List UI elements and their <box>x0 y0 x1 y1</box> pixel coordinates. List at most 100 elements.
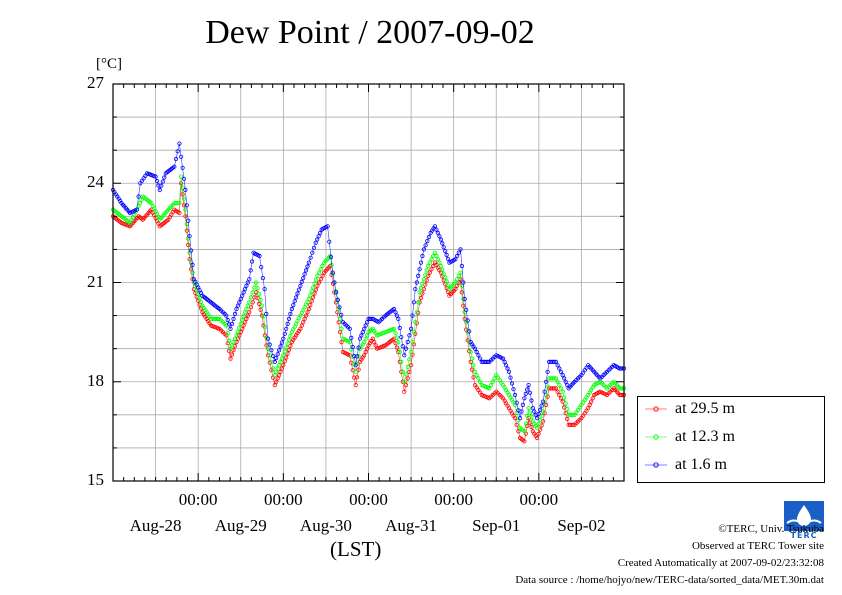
legend-entry-12-3m: at 12.3 m <box>644 428 735 450</box>
data-point <box>617 366 622 371</box>
data-point <box>407 357 412 362</box>
data-point <box>471 375 476 380</box>
data-point <box>512 415 518 421</box>
data-point <box>184 228 189 233</box>
data-point <box>308 302 313 308</box>
data-point <box>231 316 236 321</box>
data-point <box>469 367 475 372</box>
series-2 <box>110 174 627 434</box>
data-point <box>301 275 306 281</box>
data-point <box>435 257 440 262</box>
data-point <box>265 346 271 351</box>
data-point <box>179 174 184 179</box>
data-point <box>503 363 509 368</box>
y-tick-label: 24 <box>87 172 104 192</box>
data-point <box>402 353 407 358</box>
data-point <box>534 415 540 421</box>
data-point <box>523 391 528 396</box>
data-point <box>454 277 460 282</box>
data-point <box>260 275 265 281</box>
data-point <box>543 379 549 384</box>
data-point <box>563 379 568 384</box>
data-point <box>240 317 245 323</box>
data-point <box>459 263 464 269</box>
data-point <box>555 389 560 394</box>
x-date-label: Aug-30 <box>299 516 352 535</box>
legend-label: at 1.6 m <box>675 456 727 474</box>
data-point <box>213 316 218 321</box>
data-point <box>320 263 325 269</box>
data-point <box>454 253 460 259</box>
data-point <box>438 237 443 242</box>
data-point <box>235 329 240 334</box>
data-point <box>275 376 280 381</box>
data-point <box>587 402 592 407</box>
data-point <box>330 270 335 275</box>
data-point <box>560 389 565 394</box>
data-point <box>279 356 284 361</box>
data-point <box>426 234 432 240</box>
data-point <box>328 255 334 260</box>
data-point <box>339 339 344 345</box>
data-point <box>285 321 290 326</box>
data-point <box>286 337 292 342</box>
data-point <box>227 322 232 327</box>
data-point <box>560 372 565 378</box>
created-text: Created Automatically at 2007-09-02/23:3… <box>617 557 824 569</box>
data-point <box>238 321 243 326</box>
data-point <box>289 306 294 312</box>
data-point <box>537 407 543 412</box>
data-point <box>293 295 299 300</box>
data-point <box>512 392 518 398</box>
data-point <box>362 326 367 331</box>
data-point <box>285 351 290 356</box>
data-point <box>560 399 565 404</box>
data-point <box>516 429 521 434</box>
data-point <box>315 237 320 242</box>
data-point <box>225 317 230 323</box>
data-point <box>242 310 248 315</box>
data-point <box>590 396 595 401</box>
data-point <box>537 417 543 422</box>
data-point <box>476 376 481 381</box>
data-point <box>525 413 530 418</box>
data-point <box>477 356 483 361</box>
data-point <box>179 154 184 159</box>
data-point <box>286 347 292 352</box>
data-point <box>180 192 185 197</box>
data-point <box>557 366 562 371</box>
data-point <box>539 413 544 418</box>
data-point <box>232 336 238 341</box>
data-point <box>276 372 282 378</box>
x-axis-label: (LST) <box>330 537 382 561</box>
data-point <box>565 406 570 412</box>
data-point <box>291 302 296 308</box>
data-point <box>310 285 316 290</box>
data-point <box>477 379 483 384</box>
data-point <box>187 234 192 239</box>
data-point <box>403 382 409 388</box>
data-point <box>366 316 371 321</box>
data-point <box>311 245 317 250</box>
data-point <box>373 343 378 348</box>
data-point <box>552 386 557 391</box>
series-1 <box>110 181 627 444</box>
data-point <box>352 353 357 359</box>
data-point <box>232 311 238 316</box>
x-time-label: 00:00 <box>178 490 218 509</box>
data-point <box>553 359 559 364</box>
data-point <box>313 287 319 292</box>
data-point <box>180 185 185 190</box>
data-point <box>250 259 255 264</box>
data-point <box>282 331 287 336</box>
data-point <box>184 203 189 208</box>
data-point <box>418 260 424 265</box>
y-tick-label: 27 <box>87 73 104 92</box>
data-point <box>256 291 262 297</box>
data-point <box>238 329 243 335</box>
data-point <box>312 291 317 296</box>
data-point <box>410 313 415 318</box>
data-point <box>242 320 248 325</box>
data-point <box>248 305 254 310</box>
data-point <box>519 409 524 414</box>
